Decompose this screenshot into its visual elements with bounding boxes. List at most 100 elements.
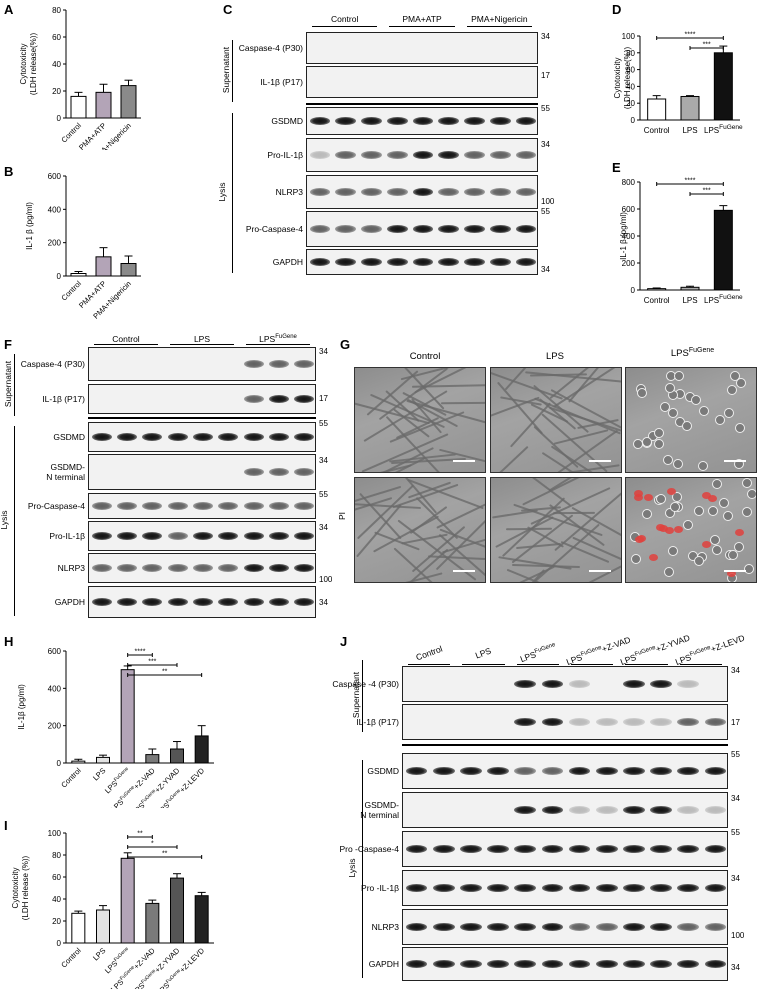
micro-col-label-lps: LPS — [546, 351, 564, 362]
scale-bar — [589, 460, 611, 462]
blot-row — [402, 831, 728, 867]
category-label: LPSFuGene — [704, 124, 743, 135]
round-cell — [642, 437, 653, 448]
bar — [70, 95, 87, 119]
band — [514, 884, 537, 892]
panel-letter-e: E — [612, 160, 621, 175]
band — [91, 532, 112, 540]
round-cell — [664, 508, 675, 519]
category-label: Control — [59, 766, 83, 790]
bar — [713, 209, 733, 291]
micro-col-label-fugene-sup: FuGene — [688, 347, 715, 354]
y-tick-label: 200 — [622, 259, 636, 268]
lane-group-underline — [408, 664, 451, 665]
bar — [170, 748, 184, 764]
band — [243, 532, 264, 540]
blot-row-label: GAPDH — [368, 959, 399, 969]
significance-label: **** — [685, 32, 696, 39]
band — [432, 960, 455, 968]
lane-group-name: LPS — [193, 334, 211, 344]
spindle-cell — [509, 402, 551, 448]
blot-row — [88, 347, 316, 381]
band — [541, 923, 564, 931]
band — [490, 258, 511, 266]
round-cell — [727, 385, 738, 396]
band — [464, 151, 485, 159]
blot-row-label: GSDMD — [271, 116, 303, 126]
round-cell — [694, 556, 705, 567]
band — [460, 845, 482, 853]
blot-j: Control LPS LPSFuGene LPSFuGene+Z-VAD LPSFuG… — [332, 633, 758, 985]
lane-group-suffix: +Z-YVAD — [654, 632, 692, 655]
band — [167, 433, 188, 441]
lane-group-underline — [170, 344, 234, 345]
lysis-label: Lysis — [217, 182, 227, 202]
band — [91, 433, 112, 441]
category-label: Control — [59, 279, 83, 303]
bar — [170, 877, 184, 944]
band — [541, 806, 564, 814]
band — [514, 923, 537, 931]
band — [243, 564, 264, 572]
band — [294, 360, 315, 368]
lane-group-underline — [94, 344, 158, 345]
y-tick-label: 60 — [52, 33, 61, 42]
pi-stained-cell — [643, 494, 653, 502]
lysis-label: Lysis — [0, 510, 9, 530]
blot-row-label: Pro-IL-1β — [267, 150, 303, 160]
band — [167, 532, 188, 540]
blot-row-label: IL-1β (P17) — [260, 77, 303, 87]
mw-marker: 34 — [319, 347, 328, 356]
band — [432, 845, 455, 853]
y-axis-label: (LDH release(%)) — [623, 47, 632, 110]
panel-letter-i: I — [4, 818, 8, 833]
band — [704, 845, 727, 853]
band — [568, 845, 591, 853]
blot-f: Control LPS LPSFuGene Caspase-4 (P30) 34 IL-1… — [0, 334, 335, 624]
y-tick-label: 400 — [48, 684, 62, 693]
significance-label: *** — [703, 188, 711, 195]
round-cell — [694, 506, 705, 517]
band — [568, 767, 591, 775]
micro-col-label-lps-fugene-text: LPS — [670, 348, 689, 360]
band — [294, 502, 315, 510]
band — [623, 845, 645, 853]
band — [438, 151, 460, 159]
lane-group-underline — [516, 664, 559, 665]
round-cell — [744, 563, 755, 574]
bar — [95, 256, 112, 277]
lane-group-underline — [389, 26, 455, 27]
mw-marker: 55 — [731, 750, 740, 759]
band — [623, 960, 645, 968]
band — [541, 960, 564, 968]
band — [335, 258, 356, 266]
band — [412, 188, 434, 196]
band — [91, 502, 112, 510]
lane-group-underline — [246, 344, 310, 345]
round-cell — [735, 378, 746, 389]
blot-row — [88, 553, 316, 583]
blot-row-label: NLRP3 — [371, 922, 399, 932]
bar — [120, 857, 135, 944]
mw-marker: 17 — [731, 718, 740, 727]
band — [650, 960, 672, 968]
band — [405, 923, 428, 931]
band — [704, 884, 727, 892]
round-cell — [667, 408, 678, 419]
scale-bar — [724, 460, 746, 462]
band — [677, 806, 700, 814]
band — [268, 395, 290, 403]
y-tick-label: 0 — [631, 116, 636, 125]
bar — [120, 85, 137, 119]
round-cell — [708, 506, 719, 517]
mw-marker: 55 — [319, 419, 328, 428]
lane-group-label: LPSFuGene — [240, 334, 316, 344]
lane-group-label: Control — [402, 639, 456, 667]
band — [438, 117, 460, 125]
spindle-cell — [582, 540, 621, 582]
round-cell — [741, 507, 752, 518]
blot-row — [306, 175, 538, 209]
bar — [194, 735, 209, 764]
round-cell — [681, 421, 692, 432]
